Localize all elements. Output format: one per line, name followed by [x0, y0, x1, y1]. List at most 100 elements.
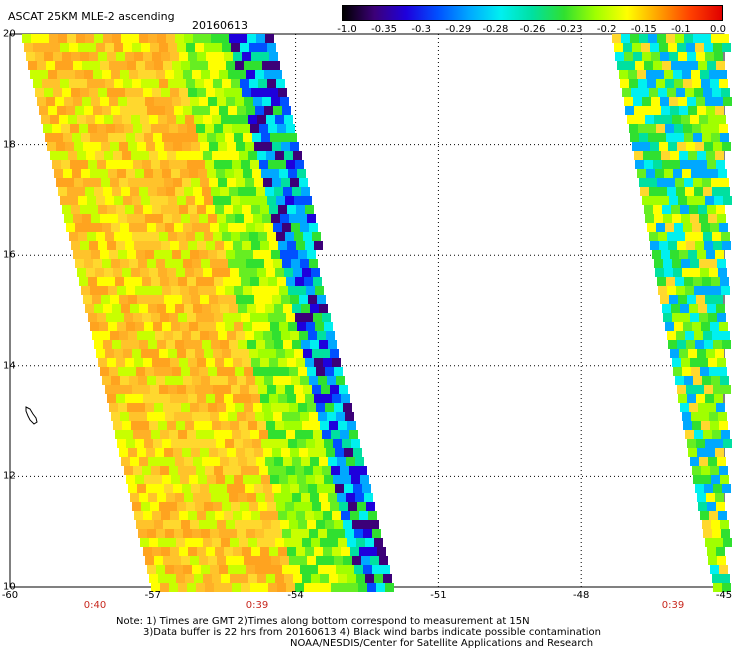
wind-cell [89, 88, 98, 97]
wind-cell [120, 223, 129, 232]
wind-cell [109, 250, 118, 259]
wind-cell [212, 268, 221, 277]
wind-cell [257, 421, 266, 430]
wind-cell [238, 304, 247, 313]
wind-cell [291, 376, 300, 385]
wind-cell [111, 223, 120, 232]
colorbar-tick-label: -0.26 [519, 24, 546, 35]
wind-cell [138, 412, 147, 421]
wind-cell [255, 376, 264, 385]
wind-cell [242, 88, 251, 97]
wind-cell [648, 133, 657, 142]
wind-cell [214, 466, 223, 475]
wind-cell [653, 61, 662, 70]
wind-cell [77, 151, 86, 160]
wind-cell [687, 196, 696, 205]
wind-cell [640, 187, 649, 196]
wind-cell [124, 430, 133, 439]
wind-cell [218, 142, 227, 151]
wind-cell [192, 529, 201, 538]
wind-cell [184, 34, 193, 43]
wind-cell [131, 268, 140, 277]
wind-cell [189, 286, 198, 295]
wind-cell [267, 349, 276, 358]
wind-cell [144, 439, 153, 448]
wind-cell [330, 502, 339, 511]
wind-cell [198, 322, 207, 331]
wind-cell [243, 133, 252, 142]
note-line-1: Note: 1) Times are GMT 2)Times along bot… [116, 616, 530, 627]
wind-cell [242, 52, 251, 61]
wind-cell [305, 394, 314, 403]
wind-cell [166, 457, 175, 466]
wind-cell [157, 34, 166, 43]
wind-cell [699, 313, 708, 322]
wind-cell [245, 484, 254, 493]
wind-cell [226, 520, 235, 529]
wind-cell [196, 466, 205, 475]
wind-cell [710, 565, 719, 574]
wind-cell [235, 214, 244, 223]
wind-cell [166, 304, 175, 313]
wind-cell [250, 583, 259, 592]
wind-cell [219, 106, 228, 115]
wind-cell [26, 52, 35, 61]
wind-cell [226, 403, 235, 412]
wind-cell [296, 205, 305, 214]
wind-cell [676, 331, 685, 340]
wind-cell [374, 538, 383, 547]
wind-cell [218, 295, 227, 304]
wind-cell [315, 322, 324, 331]
wind-cell [685, 331, 694, 340]
wind-cell [279, 133, 288, 142]
wind-cell [238, 340, 247, 349]
wind-cell [194, 268, 203, 277]
wind-cell [686, 241, 695, 250]
wind-cell [177, 502, 186, 511]
wind-cell [285, 349, 294, 358]
wind-cell [297, 286, 306, 295]
wind-cell [363, 565, 372, 574]
wind-cell [188, 511, 197, 520]
wind-cell [717, 358, 726, 367]
wind-cell [113, 115, 122, 124]
wind-cell [242, 394, 251, 403]
wind-cell [82, 214, 91, 223]
wind-cell [288, 133, 297, 142]
wind-cell [199, 556, 208, 565]
wind-cell [135, 475, 144, 484]
wind-cell [44, 52, 53, 61]
wind-cell [238, 493, 247, 502]
wind-cell [116, 88, 125, 97]
wind-cell [251, 511, 260, 520]
wind-cell [662, 205, 671, 214]
wind-cell [140, 538, 149, 547]
wind-cell [147, 106, 156, 115]
wind-cell [278, 511, 287, 520]
wind-cell [660, 196, 669, 205]
wind-cell [296, 547, 305, 556]
wind-cell [718, 169, 727, 178]
wind-cell [694, 286, 703, 295]
wind-cell [281, 142, 290, 151]
wind-cell [642, 52, 651, 61]
wind-cell [140, 268, 149, 277]
wind-cell [710, 79, 719, 88]
wind-cell [109, 367, 118, 376]
wind-cell [239, 268, 248, 277]
wind-cell [147, 529, 156, 538]
wind-cell [246, 106, 255, 115]
wind-cell [93, 259, 102, 268]
wind-cell [700, 412, 709, 421]
wind-cell [154, 61, 163, 70]
wind-cell [255, 565, 264, 574]
wind-cell [311, 268, 320, 277]
wind-cell [188, 241, 197, 250]
wind-cell [178, 160, 187, 169]
wind-cell [188, 88, 197, 97]
wind-cell [81, 133, 90, 142]
wind-cell [183, 565, 192, 574]
wind-cell [282, 223, 291, 232]
wind-cell [307, 520, 316, 529]
wind-cell [155, 484, 164, 493]
